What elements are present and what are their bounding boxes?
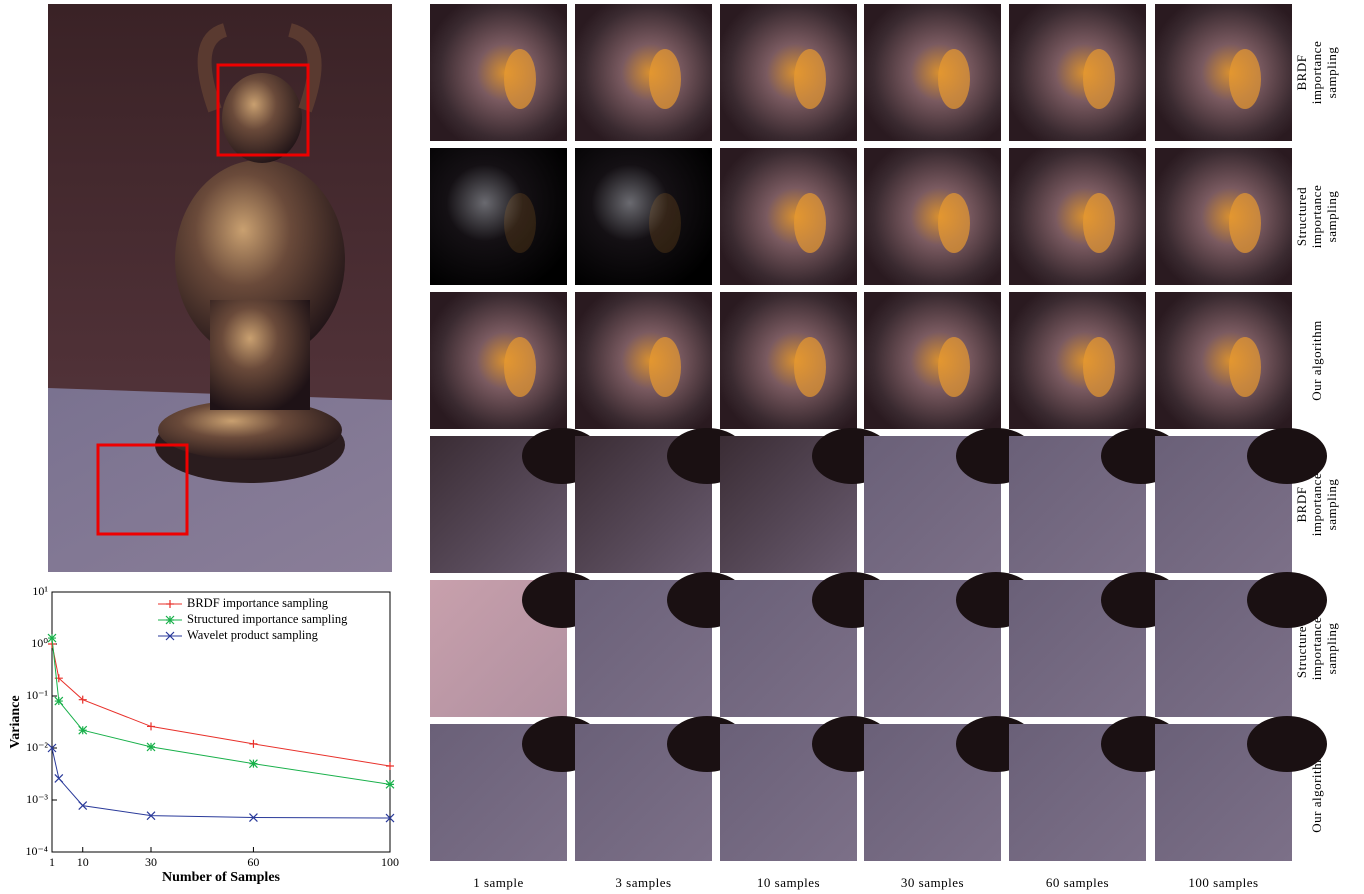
figure: 1 sample 3 samples 10 samples 30 samples 60 … [0,0,1364,894]
row-label: sampling [1324,479,1339,531]
marker [166,616,174,624]
statue-head [222,73,302,163]
x-tick-label: 10 [77,855,89,869]
y-tick-label: 10⁻³ [26,792,48,806]
crop-highlight [1229,193,1261,253]
main-render [48,4,392,572]
crop-image [430,292,567,429]
marker [55,697,63,705]
row-label: sampling [1324,191,1339,243]
legend-label: BRDF importance sampling [187,596,329,610]
crop-highlight [938,337,970,397]
marker [79,726,87,734]
variance-chart: 10⁻⁴ 10⁻³ 10⁻² 10⁻¹ 10⁰ 10¹ 1 10 30 60 100 Number o… [8,584,399,885]
row-label: importance [1309,185,1324,248]
marker [147,743,155,751]
marker [386,780,394,788]
crop-highlight [1229,49,1261,109]
x-tick-label: 1 [49,855,55,869]
column-label: 30 samples [901,875,964,890]
crop-highlight [938,49,970,109]
crop-highlight [1083,49,1115,109]
row-label: sampling [1324,623,1339,675]
column-label: 1 sample [473,875,524,890]
crop-image [575,292,712,429]
crop-highlight [649,337,681,397]
column-label: 60 samples [1046,875,1109,890]
crop-image [1009,292,1146,429]
x-tick-label: 30 [145,855,157,869]
crop-image [575,4,712,141]
crop-highlight [1083,337,1115,397]
crop-base [1247,716,1327,772]
crop-image [1155,4,1292,141]
row-label: Structured [1294,187,1309,246]
crop-grid: 1 sample 3 samples 10 samples 30 samples 60 … [430,4,1339,890]
column-label: 10 samples [757,875,820,890]
legend-label: Wavelet product sampling [187,628,319,642]
crop-highlight [504,193,536,253]
crop-image [575,148,712,285]
y-tick-label: 10⁻² [26,740,48,754]
crop-image [1155,148,1292,285]
row-label: importance [1309,473,1324,536]
crop-highlight [649,49,681,109]
crop-image [864,4,1001,141]
row-label: importance [1309,617,1324,680]
y-tick-label: 10⁻¹ [26,688,48,702]
marker [249,760,257,768]
row-label: Our algorithm [1309,320,1324,401]
crop-highlight [504,337,536,397]
crop-image [720,148,857,285]
row-label: BRDF [1294,487,1309,523]
crop-image [1009,4,1146,141]
crop-highlight [794,337,826,397]
crop-image [864,148,1001,285]
row-label: Structured [1294,619,1309,678]
column-label: 3 samples [615,875,671,890]
x-axis-label: Number of Samples [162,870,281,885]
crop-base [1247,572,1327,628]
legend-label: Structured importance sampling [187,612,348,626]
crop-highlight [504,49,536,109]
page: 1 sample 3 samples 10 samples 30 samples 60 … [0,0,1364,894]
crop-highlight [794,49,826,109]
column-label: 100 samples [1188,875,1258,890]
y-tick-label: 10⁻⁴ [25,844,48,858]
row-label: BRDF [1294,55,1309,91]
crop-image [720,292,857,429]
x-tick-label: 100 [381,855,399,869]
statue-robe [210,300,310,410]
crop-image [1155,292,1292,429]
crop-highlight [794,193,826,253]
y-axis-label: Variance [8,695,23,748]
crop-highlight [1229,337,1261,397]
crop-image [430,148,567,285]
crop-image [430,4,567,141]
crop-highlight [649,193,681,253]
row-label: importance [1309,41,1324,104]
x-tick-label: 60 [247,855,259,869]
crop-image [864,292,1001,429]
crop-base [1247,428,1327,484]
y-tick-label: 10⁰ [31,636,48,650]
row-label: sampling [1324,47,1339,99]
crop-image [1009,148,1146,285]
y-tick-label: 10¹ [32,584,48,598]
crop-highlight [1083,193,1115,253]
marker [48,634,56,642]
crop-highlight [938,193,970,253]
crop-image [720,4,857,141]
